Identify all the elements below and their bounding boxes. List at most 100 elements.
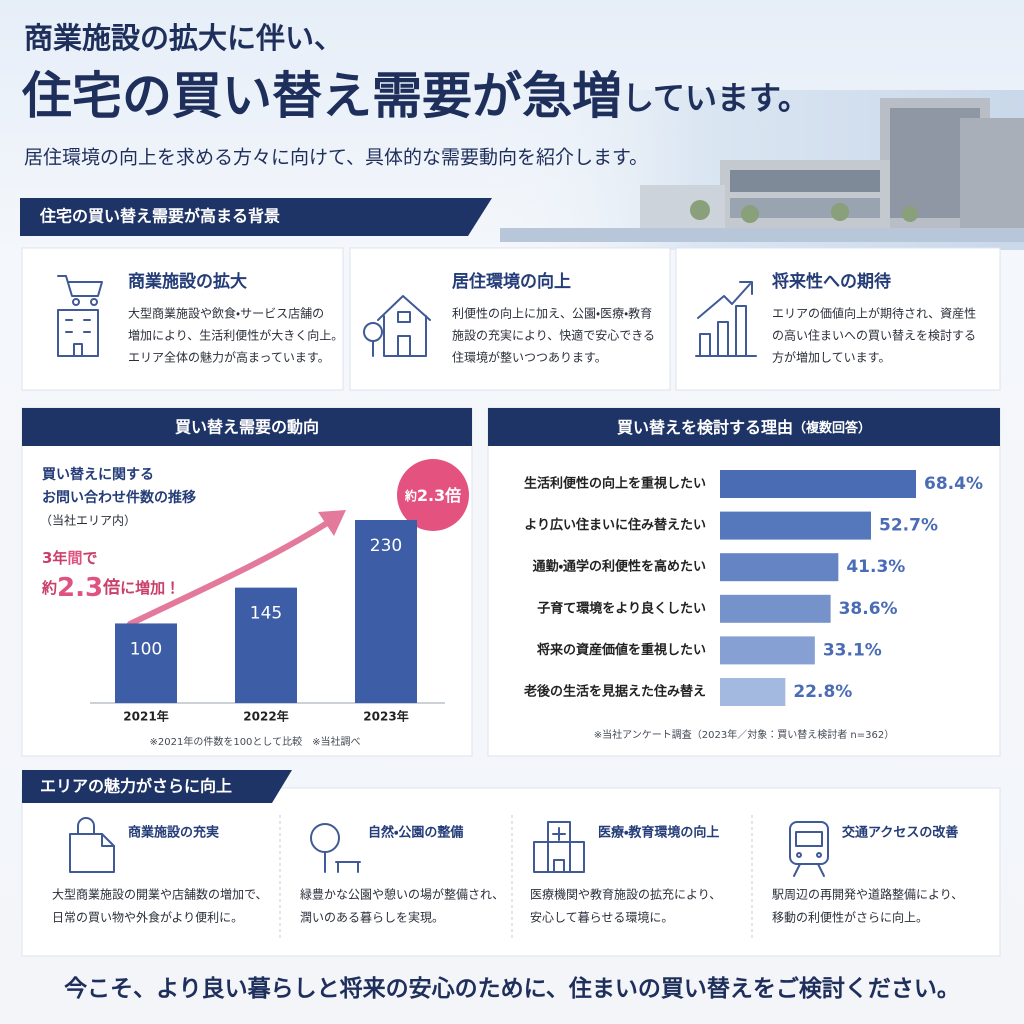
card-text: 方が増加しています。 <box>772 350 890 365</box>
decoration <box>57 275 103 297</box>
appeal-panel <box>21 787 1001 957</box>
y-tick-label: 通勤・通学の利便性を高めたい <box>533 559 706 575</box>
chart-title: 買い替えを検討する理由（複数回答） <box>617 418 871 437</box>
trend-arrowhead <box>318 510 346 536</box>
card-text: 利便性の向上に加え、公園・医療・教育 <box>452 306 652 321</box>
appeal-title: 商業施設の充実 <box>128 825 219 841</box>
decoration <box>699 333 711 357</box>
decoration <box>397 335 411 357</box>
card-title: 商業施設の拡大 <box>128 271 247 292</box>
section-bar <box>20 198 492 236</box>
decoration <box>793 863 825 877</box>
decoration <box>640 185 725 228</box>
appeal-text: 移動の利便性がさらに向上。 <box>772 910 928 925</box>
card-text: 増加により、生活利便性が大きく向上。 <box>128 328 343 343</box>
annotation: 約2.3倍に増加！ <box>41 573 180 603</box>
decoration <box>739 281 753 295</box>
bar <box>720 678 786 706</box>
decoration <box>72 298 80 306</box>
annotation-part: 2.3 <box>57 573 103 603</box>
bar-label: 230 <box>370 536 402 556</box>
icon-bag <box>69 817 115 873</box>
annotation-part: 約 <box>41 579 57 597</box>
card <box>675 247 1001 391</box>
decoration <box>690 200 710 220</box>
y-tick-label: 生活利便性の向上を重視したい <box>524 476 706 492</box>
appeal-text: 医療機関や教育施設の拡充により、 <box>530 887 721 902</box>
decoration <box>960 118 1024 228</box>
badge-text: 約2.3倍 <box>404 486 461 505</box>
card-text: エリアの価値向上が期待され、資産性 <box>772 306 976 321</box>
annotation-part: 3年 <box>42 549 67 567</box>
bar <box>720 553 839 582</box>
card-text: エリア全体の魅力が高まっています。 <box>128 350 330 365</box>
value-label: 38.6% <box>839 599 898 619</box>
header-title-main: 住宅の買い替え需要が急増 <box>21 66 622 125</box>
badge <box>397 459 469 531</box>
decoration <box>795 831 823 847</box>
decoration <box>383 315 427 357</box>
section-bar <box>22 770 292 803</box>
chart-header <box>22 408 472 446</box>
card-title: 居住環境の向上 <box>452 271 571 292</box>
decoration <box>816 852 822 858</box>
annotation-part: に増加！ <box>120 579 180 597</box>
x-tick-label: 2023年 <box>363 709 408 724</box>
decoration <box>697 283 751 319</box>
chart-subtitle: （当社エリア内） <box>40 513 136 528</box>
icon-hospital <box>533 821 585 873</box>
card-text: 住環境が整いつつあります。 <box>452 350 607 365</box>
bar <box>720 511 872 540</box>
icon-park <box>310 823 361 873</box>
section-title: エリアの魅力がさらに向上 <box>40 777 232 796</box>
decoration <box>397 311 411 323</box>
decoration <box>533 841 585 873</box>
icon-growth <box>695 281 757 357</box>
chart-subtitle: 買い替えに関する <box>42 466 154 483</box>
card <box>21 247 344 391</box>
header-title: 住宅の買い替え需要が急増しています。 <box>21 66 810 125</box>
card-text: の高い住まいへの買い替えを検討する <box>772 329 976 343</box>
building-illustration <box>480 90 1024 250</box>
decoration <box>831 203 849 221</box>
annotation-part: 倍 <box>102 577 120 598</box>
card <box>349 247 671 391</box>
bar <box>720 636 815 665</box>
icon-store <box>57 275 103 357</box>
chart-title-main: 買い替えを検討する理由 <box>617 418 793 437</box>
bar <box>235 587 297 703</box>
chart-title-note: （複数回答） <box>793 420 871 436</box>
section-title: 住宅の買い替え需要が高まる背景 <box>39 207 280 226</box>
icon-train <box>789 821 829 877</box>
header-title-tail: しています。 <box>622 79 810 117</box>
x-tick-label: 2021年 <box>123 709 168 724</box>
decoration <box>90 298 98 306</box>
value-label: 33.1% <box>823 640 882 660</box>
decoration <box>101 833 115 847</box>
value-label: 41.3% <box>846 557 905 577</box>
appeal-title: 自然・公園の整備 <box>368 825 463 841</box>
value-label: 22.8% <box>793 682 852 702</box>
chart-note: ※当社アンケート調査（2023年／対象：買い替え検討者 n=362） <box>594 728 894 741</box>
card-title: 将来性への期待 <box>772 271 891 292</box>
y-tick-label: 老後の生活を見据えた住み替え <box>523 684 706 700</box>
card-text: 施設の充実により、快適で安心できる <box>452 329 655 343</box>
appeal-text: 大型商業施設の開業や店舗数の増加で、 <box>52 887 268 902</box>
appeal-text: 緑豊かな公園や憩いの場が整備され、 <box>300 887 504 902</box>
appeal-text: 潤いのある暮らしを実現。 <box>300 911 444 925</box>
chart-header <box>488 408 1000 446</box>
x-tick-label: 2022年 <box>243 709 288 724</box>
appeal-text: 駅周辺の再開発や道路整備により、 <box>772 887 963 902</box>
icon-house <box>363 295 431 357</box>
bar <box>720 470 916 498</box>
badge-part: 2.3倍 <box>417 486 461 505</box>
appeal-title: 交通アクセスの改善 <box>842 825 958 841</box>
decoration <box>65 319 91 357</box>
value-label: 68.4% <box>924 474 983 494</box>
decoration <box>552 827 566 841</box>
chart-title: 買い替え需要の動向 <box>175 418 319 437</box>
appeal-text: 日常の買い物や外食がより便利に。 <box>52 910 243 925</box>
y-tick-label: 将来の資産価値を重視したい <box>536 642 706 658</box>
